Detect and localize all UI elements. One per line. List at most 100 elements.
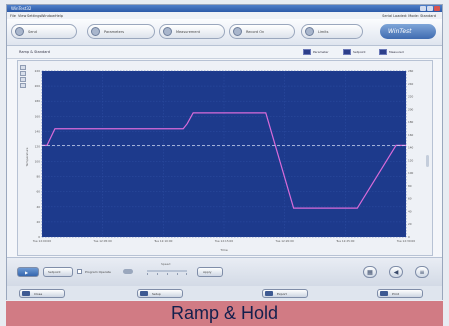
brand-text: WinTest xyxy=(388,28,412,35)
close-button[interactable] xyxy=(434,6,440,11)
setup-button[interactable]: Setup xyxy=(137,289,183,298)
play-button[interactable]: ▶ xyxy=(17,267,39,277)
y-tick-label: 220 xyxy=(35,69,41,73)
y-right-tick-label: 160 xyxy=(408,133,414,137)
y-tick-label: 160 xyxy=(35,114,41,118)
slider-tick xyxy=(157,273,158,275)
x-tick-label: Tue 12:30:00 xyxy=(396,239,415,243)
maximize-button[interactable] xyxy=(427,6,433,11)
status-text: Serial Loaded: Mode: Standard xyxy=(382,14,436,18)
y-right-tick-label: 200 xyxy=(408,107,414,111)
record-icon xyxy=(233,27,242,36)
mode-label: Setpoint xyxy=(48,270,61,274)
export-button[interactable]: Export xyxy=(262,289,308,298)
menu-view[interactable]: View xyxy=(18,14,27,18)
grid-view-button[interactable]: ▦ xyxy=(363,266,377,278)
x-axis-label: Time xyxy=(219,248,227,252)
search-icon xyxy=(15,27,24,36)
limits-button[interactable]: Limits xyxy=(301,24,363,39)
y-right-tick-label: 0 xyxy=(408,235,410,239)
print-label: Print xyxy=(392,292,399,296)
slider-tick xyxy=(147,273,148,275)
y-axis-ticks: 0 20 40 60 80 100 120 140 160 180 200 220 xyxy=(35,69,41,239)
y-tick-label: 40 xyxy=(36,205,40,209)
operate-toggle[interactable] xyxy=(123,269,133,274)
setup-label: Setup xyxy=(152,292,161,296)
zoom-out-icon[interactable] xyxy=(20,71,26,76)
y-right-tick-label: 80 xyxy=(408,184,412,188)
brand-logo: WinTest xyxy=(380,24,436,39)
y-right-tick-label: 240 xyxy=(408,82,414,86)
y-right-tick-label: 100 xyxy=(408,171,414,175)
profile-name: Ramp & Standard xyxy=(19,50,51,54)
print-icon xyxy=(380,291,388,296)
y-tick-label: 20 xyxy=(36,220,40,224)
y-axis-label: Temperature xyxy=(25,147,29,167)
legend-swatch xyxy=(379,49,387,55)
legend-swatch xyxy=(343,49,351,55)
window-title: WinTest32 xyxy=(11,6,32,11)
record-button[interactable]: Record On xyxy=(229,24,295,39)
apply-label: Apply xyxy=(203,270,212,274)
y-right-tick-label: 20 xyxy=(408,222,412,226)
legend-label: Measured xyxy=(389,50,404,54)
control-bar: ▶ Setpoint Program Operate Speed Apply ▦… xyxy=(7,257,442,286)
chart-scrollbar[interactable] xyxy=(426,155,429,167)
footer-bar: Close Setup Export Print xyxy=(7,286,442,300)
close-footer-button[interactable]: Close xyxy=(19,289,65,298)
application-window: WinTest32 File View Settings Window Help… xyxy=(6,4,443,300)
parameters-button[interactable]: Parameters xyxy=(87,24,155,39)
chart-tool-strip xyxy=(20,65,26,89)
chart-panel: 0 20 40 60 80 100 120 140 160 180 200 220 0 20 40 60 80… xyxy=(17,60,433,256)
slider-tick xyxy=(186,273,187,275)
limits-label: Limits xyxy=(318,30,329,34)
slider-tick xyxy=(177,273,178,275)
y-tick-label: 60 xyxy=(36,190,40,194)
export-label: Export xyxy=(277,292,287,296)
measurement-button[interactable]: Measurement xyxy=(159,24,225,39)
y-tick-label: 80 xyxy=(36,175,40,179)
arrows-icon xyxy=(305,27,314,36)
y-tick-label: 140 xyxy=(35,129,41,133)
toolbar: Send Parameters Measurement Record On Li… xyxy=(7,19,442,46)
minimize-button[interactable] xyxy=(420,6,426,11)
record-label: Record On xyxy=(246,30,265,34)
mode-button[interactable]: Setpoint xyxy=(43,267,73,277)
zoom-in-icon[interactable] xyxy=(20,65,26,70)
send-button[interactable]: Send xyxy=(11,24,77,39)
menu-file[interactable]: File xyxy=(10,14,16,18)
speed-label: Speed xyxy=(161,262,171,266)
caption-banner: Ramp & Hold xyxy=(6,301,443,326)
chart-grid xyxy=(41,70,407,238)
y-right-tick-label: 140 xyxy=(408,146,414,150)
speed-slider[interactable] xyxy=(147,270,187,275)
y-tick-label: 100 xyxy=(35,160,41,164)
reset-icon[interactable] xyxy=(20,83,26,88)
caption-text: Ramp & Hold xyxy=(170,303,279,323)
x-tick-label: Tue 12:20:00 xyxy=(275,239,294,243)
y-right-axis-ticks: 0 20 40 60 80 100 120 140 160 180 200 220 240 260 xyxy=(408,69,414,239)
sound-button[interactable]: ◀ xyxy=(389,266,403,278)
parameters-label: Parameters xyxy=(104,30,125,34)
y-right-tick-label: 120 xyxy=(408,158,414,162)
chart-series xyxy=(42,112,406,209)
pan-icon[interactable] xyxy=(20,77,26,82)
menu-help[interactable]: Help xyxy=(55,14,63,18)
y-right-tick-label: 180 xyxy=(408,120,414,124)
settings-button[interactable]: ≡ xyxy=(415,266,429,278)
menu-settings[interactable]: Settings xyxy=(27,14,42,18)
y-tick-label: 120 xyxy=(35,144,41,148)
x-tick-label: Tue 12:10:00 xyxy=(153,239,172,243)
setup-icon xyxy=(140,291,148,296)
print-button[interactable]: Print xyxy=(377,289,423,298)
legend-label: Parameter xyxy=(313,50,329,54)
x-tick-label: Tue 12:15:00 xyxy=(214,239,233,243)
y-right-tick-label: 40 xyxy=(408,209,412,213)
close-label: Close xyxy=(34,292,43,296)
menu-window[interactable]: Window xyxy=(41,14,55,18)
y-right-tick-label: 220 xyxy=(408,95,414,99)
title-bar: WinTest32 xyxy=(7,5,442,12)
apply-button[interactable]: Apply xyxy=(197,267,223,277)
program-operate-checkbox[interactable] xyxy=(77,269,82,274)
y-tick-label: 0 xyxy=(38,235,40,239)
